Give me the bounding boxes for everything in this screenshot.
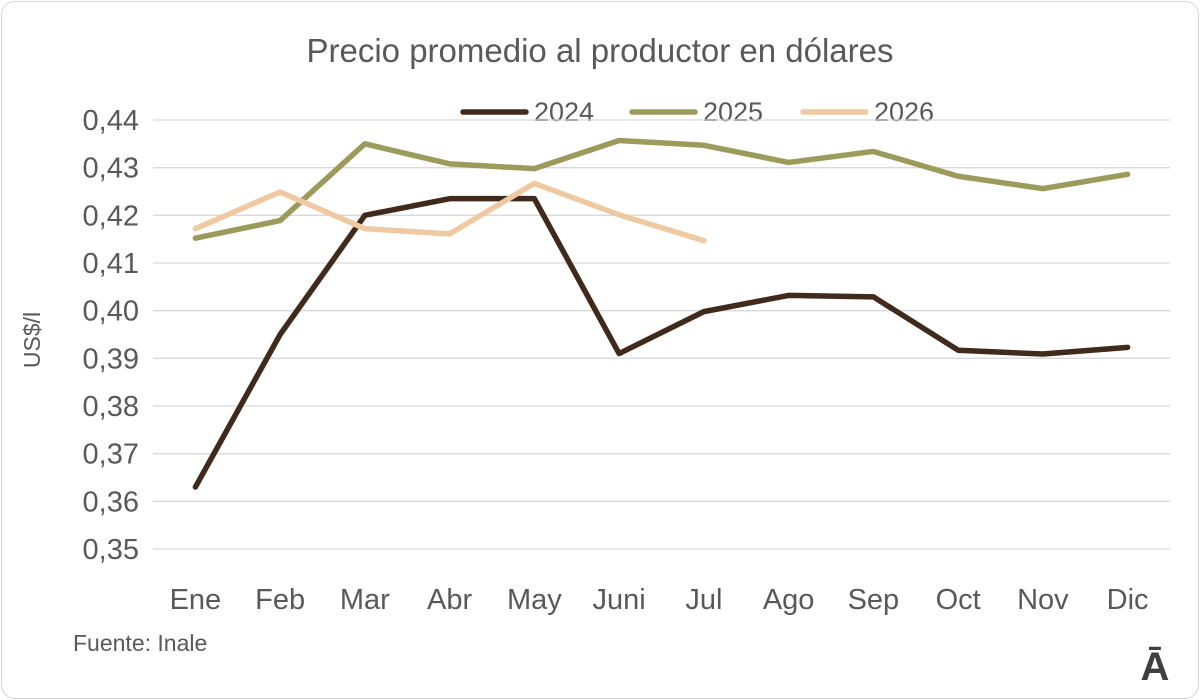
- x-tick-label: Feb: [255, 584, 305, 616]
- brand-logo: Ā: [1141, 645, 1170, 689]
- x-tick-label: Nov: [1017, 584, 1069, 616]
- y-tick-label: 0,43: [83, 153, 139, 185]
- series-line-2024: [192, 195, 1131, 490]
- x-tick-label: Sep: [848, 584, 900, 616]
- y-axis-label: US$/l: [19, 312, 45, 368]
- y-tick-label: 0,40: [83, 296, 139, 328]
- y-tick-label: 0,35: [83, 534, 139, 566]
- x-tick-label: Dic: [1107, 584, 1149, 616]
- x-tick-label: Oct: [936, 584, 981, 616]
- y-tick-label: 0,42: [83, 200, 139, 232]
- x-axis-ticks: Ene Feb Mar Abr May Juni Jul Ago Sep Oct Nov Dic: [170, 584, 1149, 616]
- x-tick-label: Ene: [170, 584, 222, 616]
- y-tick-label: 0,44: [83, 105, 139, 137]
- x-tick-label: Juni: [593, 584, 646, 616]
- series-line-2026: [192, 180, 707, 244]
- y-tick-label: 0,38: [83, 391, 139, 423]
- x-tick-label: Abr: [427, 584, 472, 616]
- legend-label-2024: 2024: [534, 97, 594, 127]
- chart-title: Precio promedio al productor en dólares: [307, 32, 894, 69]
- y-axis-ticks: 0,35 0,36 0,37 0,38 0,39 0,40 0,41 0,42 0,43 0,44: [83, 105, 139, 566]
- x-tick-label: Jul: [685, 584, 722, 616]
- legend-label-2026: 2026: [874, 97, 934, 127]
- y-tick-label: 0,36: [83, 486, 139, 518]
- chart-legend: 2024 2025 2026: [460, 97, 934, 127]
- gridlines: [153, 119, 1170, 550]
- series-lines: [192, 137, 1131, 490]
- x-tick-label: May: [507, 584, 562, 616]
- y-tick-label: 0,37: [83, 439, 139, 471]
- legend-label-2025: 2025: [703, 97, 763, 127]
- y-tick-label: 0,41: [83, 248, 139, 280]
- y-tick-label: 0,39: [83, 343, 139, 375]
- x-tick-label: Mar: [340, 584, 390, 616]
- source-note: Fuente: Inale: [73, 630, 207, 656]
- series-line-2025: [192, 137, 1131, 241]
- x-tick-label: Ago: [763, 584, 815, 616]
